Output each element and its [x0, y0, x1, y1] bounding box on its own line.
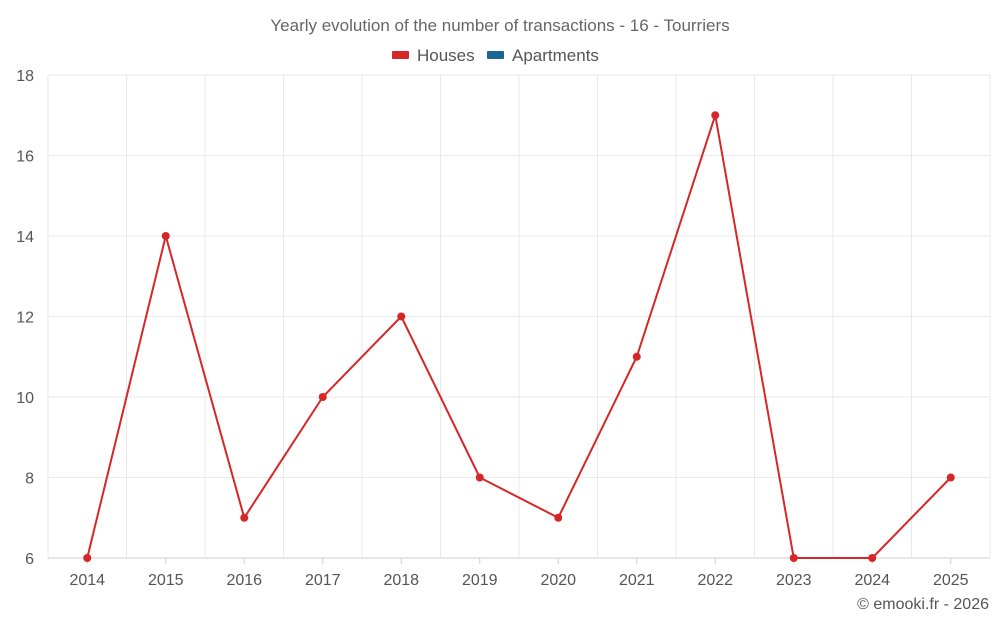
data-point-houses[interactable]: [83, 554, 92, 562]
x-tick-label: 2023: [776, 572, 812, 589]
x-tick-label: 2025: [933, 572, 969, 589]
x-tick-label: 2016: [226, 572, 262, 589]
legend-item-houses[interactable]: Houses: [392, 46, 475, 65]
gridlines: [47, 74, 991, 558]
legend-label-apartments: Apartments: [512, 46, 599, 65]
series-houses: [83, 111, 955, 562]
x-tick-label: 2017: [305, 572, 341, 589]
legend: Houses Apartments: [392, 46, 599, 65]
data-point-houses[interactable]: [475, 473, 484, 482]
legend-swatch-houses: [392, 51, 409, 59]
x-tick-label: 2020: [540, 572, 576, 589]
x-tick-label: 2018: [383, 572, 419, 589]
data-point-houses[interactable]: [240, 513, 249, 522]
y-axis-ticks: 6 8 10 12 14 16 18: [16, 68, 34, 568]
data-point-houses[interactable]: [554, 513, 563, 522]
x-tick-label: 2015: [148, 572, 184, 589]
series-line-houses: [86, 114, 952, 559]
x-tick-label: 2021: [619, 572, 655, 589]
x-tick-label: 2022: [697, 572, 733, 589]
y-tick-label: 12: [16, 310, 34, 327]
legend-label-houses: Houses: [417, 46, 475, 65]
data-point-houses[interactable]: [318, 393, 327, 401]
y-tick-label: 8: [25, 471, 34, 488]
credit-text: © emooki.fr - 2026: [857, 596, 989, 613]
data-point-houses[interactable]: [789, 554, 798, 562]
data-point-houses[interactable]: [161, 232, 170, 240]
y-tick-label: 6: [25, 551, 34, 568]
data-point-houses[interactable]: [397, 312, 406, 321]
x-tick-label: 2014: [69, 572, 105, 589]
x-tick-label: 2019: [462, 572, 498, 589]
x-axis-ticks: 2014 2015 2016 2017 2018 2019 2020 2021 2022 2023…: [69, 558, 969, 589]
data-point-houses[interactable]: [632, 352, 641, 361]
y-tick-label: 18: [16, 68, 34, 85]
legend-item-apartments[interactable]: Apartments: [487, 46, 599, 65]
y-tick-label: 14: [16, 229, 34, 246]
x-tick-label: 2024: [854, 572, 890, 589]
y-tick-label: 16: [16, 149, 34, 166]
y-tick-label: 10: [16, 390, 34, 407]
data-point-houses[interactable]: [946, 473, 955, 482]
legend-swatch-apartments: [487, 51, 504, 59]
chart-title: Yearly evolution of the number of transa…: [270, 16, 729, 35]
data-point-houses[interactable]: [711, 111, 720, 120]
data-point-houses[interactable]: [868, 554, 877, 562]
